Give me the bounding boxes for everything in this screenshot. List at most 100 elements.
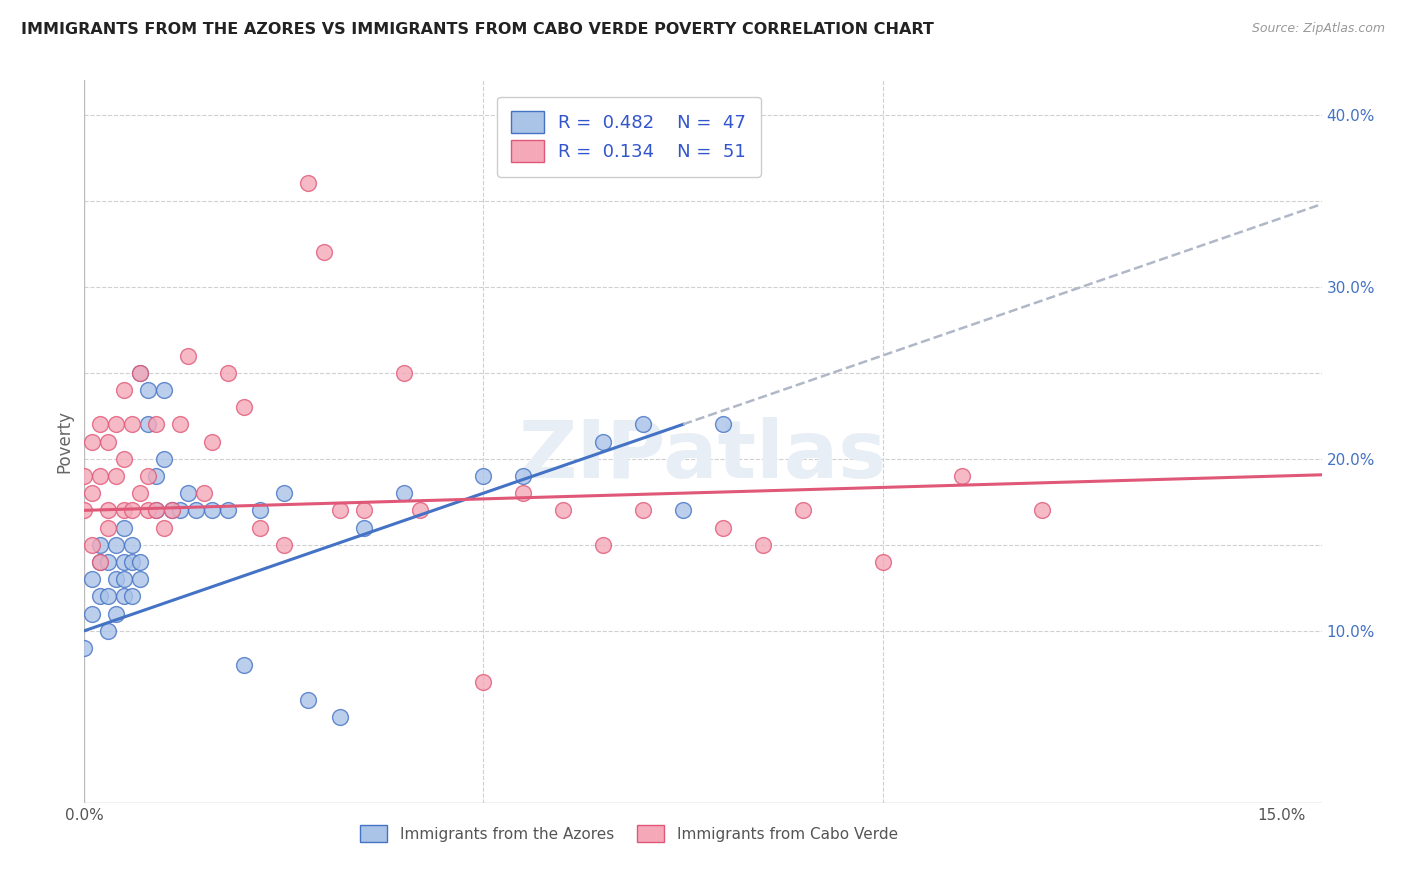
Point <box>408 503 430 517</box>
Point <box>97 503 120 517</box>
Point <box>792 503 814 517</box>
Point <box>97 555 120 569</box>
Point <box>392 486 415 500</box>
Point <box>145 503 167 517</box>
Point <box>711 417 734 432</box>
Point <box>89 417 111 432</box>
Point <box>553 503 575 517</box>
Point <box>145 469 167 483</box>
Point <box>177 486 200 500</box>
Point <box>512 486 534 500</box>
Point <box>184 503 207 517</box>
Point <box>112 503 135 517</box>
Point <box>353 520 375 534</box>
Point <box>89 555 111 569</box>
Point <box>136 417 159 432</box>
Point <box>73 469 96 483</box>
Point <box>297 692 319 706</box>
Point <box>297 177 319 191</box>
Point <box>129 366 152 380</box>
Point <box>249 520 271 534</box>
Point <box>392 366 415 380</box>
Point <box>201 434 224 449</box>
Point <box>121 503 143 517</box>
Point <box>872 555 894 569</box>
Point <box>145 503 167 517</box>
Point <box>129 366 152 380</box>
Point <box>177 349 200 363</box>
Point <box>73 503 96 517</box>
Point <box>1031 503 1053 517</box>
Point <box>136 383 159 397</box>
Point <box>153 451 176 466</box>
Point <box>112 383 135 397</box>
Point <box>121 590 143 604</box>
Point <box>592 434 614 449</box>
Point <box>160 503 183 517</box>
Y-axis label: Poverty: Poverty <box>55 410 73 473</box>
Point <box>217 366 239 380</box>
Point <box>112 572 135 586</box>
Point <box>129 572 152 586</box>
Point <box>512 469 534 483</box>
Point <box>89 555 111 569</box>
Point <box>97 624 120 638</box>
Point <box>672 503 695 517</box>
Point <box>217 503 239 517</box>
Point <box>89 469 111 483</box>
Point <box>97 520 120 534</box>
Point <box>112 451 135 466</box>
Point <box>952 469 974 483</box>
Point <box>129 555 152 569</box>
Point <box>105 572 128 586</box>
Point <box>112 590 135 604</box>
Point <box>129 486 152 500</box>
Text: Source: ZipAtlas.com: Source: ZipAtlas.com <box>1251 22 1385 36</box>
Point <box>112 555 135 569</box>
Point <box>472 469 495 483</box>
Point <box>97 590 120 604</box>
Point <box>82 486 104 500</box>
Point <box>472 675 495 690</box>
Point <box>273 538 295 552</box>
Text: ZIPatlas: ZIPatlas <box>519 417 887 495</box>
Point <box>752 538 775 552</box>
Point <box>105 417 128 432</box>
Point <box>105 469 128 483</box>
Point <box>105 607 128 621</box>
Point <box>112 520 135 534</box>
Point <box>136 469 159 483</box>
Point <box>97 434 120 449</box>
Point <box>711 520 734 534</box>
Point <box>329 503 352 517</box>
Point <box>153 383 176 397</box>
Point <box>353 503 375 517</box>
Point <box>121 417 143 432</box>
Point <box>233 658 256 673</box>
Point <box>121 555 143 569</box>
Point <box>89 538 111 552</box>
Point <box>169 417 191 432</box>
Point <box>631 417 654 432</box>
Point <box>89 590 111 604</box>
Point <box>82 434 104 449</box>
Point <box>249 503 271 517</box>
Point <box>312 245 335 260</box>
Point <box>82 607 104 621</box>
Point <box>73 640 96 655</box>
Point <box>160 503 183 517</box>
Point <box>121 538 143 552</box>
Point <box>169 503 191 517</box>
Legend: Immigrants from the Azores, Immigrants from Cabo Verde: Immigrants from the Azores, Immigrants f… <box>353 817 905 849</box>
Point <box>153 520 176 534</box>
Point <box>82 538 104 552</box>
Point <box>193 486 215 500</box>
Point <box>233 400 256 414</box>
Point <box>201 503 224 517</box>
Text: IMMIGRANTS FROM THE AZORES VS IMMIGRANTS FROM CABO VERDE POVERTY CORRELATION CHA: IMMIGRANTS FROM THE AZORES VS IMMIGRANTS… <box>21 22 934 37</box>
Point <box>145 417 167 432</box>
Point <box>329 710 352 724</box>
Point <box>592 538 614 552</box>
Point <box>82 572 104 586</box>
Point <box>105 538 128 552</box>
